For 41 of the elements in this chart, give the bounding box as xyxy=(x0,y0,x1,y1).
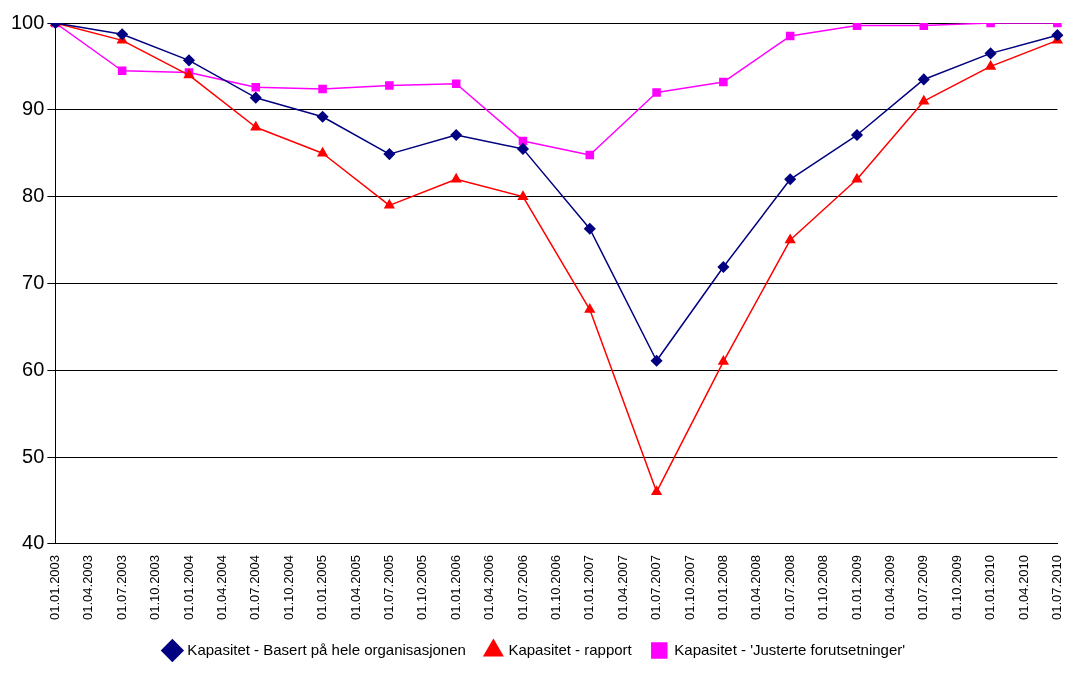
x-tick-label: 01.10.2004 xyxy=(280,554,296,621)
x-tick-label: 01.04.2007 xyxy=(614,554,630,621)
y-tick-label: 60 xyxy=(22,357,45,380)
legend-label: Kapasitet - 'Justerte forutsetninger' xyxy=(674,640,906,658)
y-tick-label: 70 xyxy=(22,270,45,293)
legend-label: Kapasitet - rapport xyxy=(508,640,633,658)
x-tick-label: 01.01.2008 xyxy=(714,554,730,621)
x-tick-label: 01.04.2005 xyxy=(347,554,363,621)
x-tick-label: 01.04.2009 xyxy=(881,554,897,621)
x-tick-label: 01.10.2009 xyxy=(948,554,964,621)
y-tick-label: 90 xyxy=(22,97,45,120)
x-tick-label: 01.07.2003 xyxy=(113,554,129,621)
x-tick-label: 01.07.2005 xyxy=(380,554,396,621)
x-tick-label: 01.10.2007 xyxy=(681,554,697,621)
y-tick-label: 40 xyxy=(22,531,45,554)
x-tick-label: 01.07.2006 xyxy=(514,554,530,621)
y-tick-label: 100 xyxy=(10,10,45,33)
x-tick-label: 01.04.2004 xyxy=(213,554,229,621)
y-tick-label: 80 xyxy=(22,184,45,207)
x-tick-label: 01.10.2005 xyxy=(414,554,430,621)
y-tick-label: 50 xyxy=(22,444,45,467)
legend-label: Kapasitet - Basert på hele organisasjonen xyxy=(187,640,466,658)
x-tick-label: 01.01.2003 xyxy=(46,554,62,621)
x-tick-label: 01.07.2010 xyxy=(1048,554,1064,621)
x-tick-label: 01.10.2003 xyxy=(147,554,163,621)
x-tick-label: 01.07.2007 xyxy=(648,554,664,621)
x-tick-label: 01.07.2009 xyxy=(915,554,931,621)
x-tick-label: 01.10.2006 xyxy=(547,554,563,621)
x-tick-label: 01.01.2004 xyxy=(180,554,196,621)
x-tick-label: 01.10.2008 xyxy=(815,554,831,621)
x-tick-label: 01.07.2004 xyxy=(247,554,263,621)
x-tick-label: 01.01.2010 xyxy=(982,554,998,621)
x-tick-label: 01.07.2008 xyxy=(781,554,797,621)
x-tick-label: 01.04.2006 xyxy=(481,554,497,621)
x-tick-label: 01.04.2010 xyxy=(1015,554,1031,621)
x-tick-label: 01.01.2005 xyxy=(314,554,330,621)
x-tick-label: 01.01.2007 xyxy=(581,554,597,621)
x-tick-label: 01.04.2008 xyxy=(748,554,764,621)
x-tick-label: 01.04.2003 xyxy=(80,554,96,621)
x-tick-label: 01.01.2006 xyxy=(447,554,463,621)
x-tick-label: 01.01.2009 xyxy=(848,554,864,621)
